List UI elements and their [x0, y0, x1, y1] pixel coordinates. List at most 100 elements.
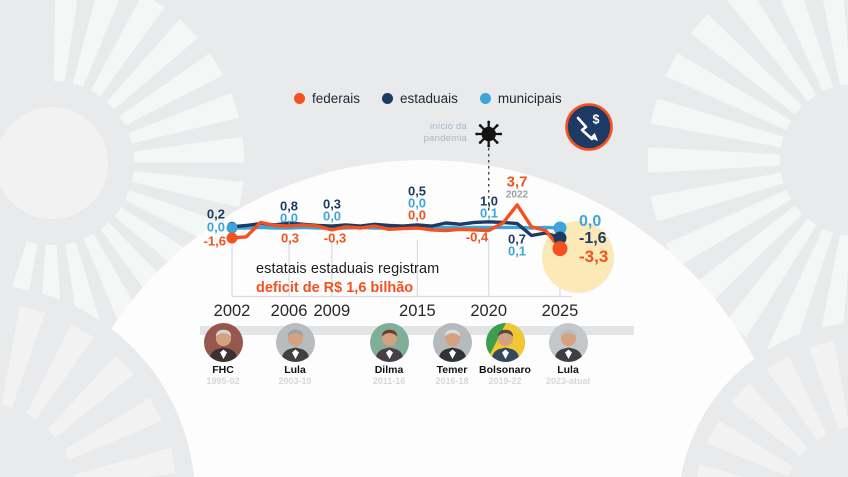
value-label: 0,3	[322, 196, 342, 212]
value-label: 2022	[505, 189, 529, 201]
sunburst-ray	[650, 172, 784, 222]
chart-caption: estatais estaduais registram deficit de …	[256, 261, 439, 296]
sunburst-ray	[731, 383, 808, 457]
president-dilma-2: Dilma 2011-16	[357, 323, 421, 386]
sunburst-ray	[74, 448, 176, 477]
corner-circle-right	[680, 322, 848, 477]
president-term: 2003-10	[278, 376, 312, 386]
value-label: -0,4	[465, 229, 489, 245]
decline-arrow	[576, 116, 594, 141]
dollar-sign: $	[593, 113, 600, 127]
legend-dot-municipais	[479, 93, 491, 104]
sunburst-ray	[822, 0, 848, 86]
value-label: 0,1	[479, 205, 499, 221]
sunburst-ray	[72, 0, 120, 87]
sunburst-ray	[808, 340, 848, 430]
president-term: 2011-16	[372, 376, 406, 386]
series-line-federais	[230, 203, 562, 251]
x-tick-label-2006: 2006	[270, 302, 308, 320]
value-label: 0,0	[279, 210, 299, 226]
sunburst-ray	[119, 53, 224, 126]
president-name: Dilma	[374, 364, 404, 376]
president-temer-3: Temer 2016-18	[420, 323, 484, 386]
value-label: 0,3	[280, 230, 300, 246]
sunburst-ray	[690, 13, 803, 115]
value-label: 0,0	[407, 195, 427, 211]
value-label: -1,6	[579, 230, 607, 247]
value-label: 0,1	[507, 243, 527, 259]
value-label: 0,0	[579, 213, 602, 230]
sunburst-ray	[697, 464, 744, 477]
sunburst-center	[0, 107, 108, 219]
value-label: -3,3	[579, 247, 609, 266]
caption-line-2: deficit de R$ 1,6 bilhão	[256, 279, 414, 296]
sunburst-ray	[766, 355, 827, 440]
chart-legend: federais estaduais municipais	[294, 91, 562, 106]
value-label: 0,0	[407, 207, 427, 223]
arrow-head	[589, 132, 598, 141]
sunburst-ray	[650, 98, 784, 148]
value-label: 3,7	[506, 173, 528, 191]
president-photo-temer	[432, 323, 472, 362]
value-label: -1,6	[203, 233, 226, 249]
president-name: Lula	[284, 364, 306, 376]
pandemic-annotation: início da pandemia	[375, 121, 467, 146]
sunburst-ray	[47, 355, 134, 438]
sunburst-ray	[128, 92, 239, 144]
value-label: 1,0	[479, 193, 499, 209]
pandemic-annotation-line2: pandemia	[423, 133, 467, 145]
president-photo-dilma	[369, 323, 409, 362]
president-name: Temer	[436, 364, 468, 376]
sunburst-ray	[132, 171, 244, 208]
x-tick-label-2009: 2009	[313, 302, 351, 320]
president-photo-lula	[275, 323, 315, 362]
president-lula-1: Lula 2003-10	[263, 323, 327, 386]
start-dot-municipais	[226, 222, 238, 234]
caption-line-1: estatais estaduais registram	[256, 261, 440, 277]
sunburst-ray	[780, 0, 834, 92]
president-name: Bolsonaro	[479, 364, 531, 376]
president-lula-5: Lula 2023-atual	[536, 323, 600, 386]
value-label: 0,5	[407, 183, 427, 199]
corner-circle-left	[0, 285, 194, 477]
legend-item-federais: federais	[294, 91, 360, 106]
legend-dot-estaduais	[382, 93, 394, 104]
value-label: 0,0	[206, 219, 225, 235]
money-decline-icon: $	[565, 103, 613, 151]
end-dot-estaduais	[553, 231, 567, 245]
sunburst-ray	[665, 52, 791, 130]
president-term: 2016-18	[435, 376, 469, 386]
legend-item-municipais: municipais	[479, 91, 562, 106]
sunburst-ray	[726, 0, 817, 102]
value-label: 0,8	[279, 198, 299, 214]
end-dot-federais	[552, 241, 568, 257]
value-label: 0,0	[322, 208, 342, 224]
president-term: 2019-22	[488, 376, 522, 386]
value-label: 0,2	[206, 206, 225, 222]
president-photo-bolsonaro	[485, 323, 525, 362]
coronavirus-icon	[475, 120, 503, 148]
timeline-band	[200, 326, 634, 335]
pandemic-annotation-line1: início da	[429, 121, 467, 132]
sunburst-ray	[767, 228, 834, 359]
end-dot-municipais	[553, 221, 567, 235]
sunburst-ray	[133, 136, 245, 163]
sunburst-ray	[26, 324, 94, 420]
sunburst-ray	[1, 306, 46, 408]
president-term: 1995-02	[206, 376, 240, 386]
sunburst-ray	[64, 397, 162, 460]
legend-label: municipais	[497, 91, 562, 106]
president-term: 2023-atual	[545, 376, 591, 386]
sunburst-ray	[665, 190, 791, 268]
x-tick-label-2002: 2002	[213, 302, 251, 320]
president-name: Lula	[557, 364, 579, 376]
president-photo-fhc	[203, 323, 243, 362]
legend-label: federais	[312, 91, 361, 106]
sunburst-ray	[690, 205, 803, 307]
x-tick-label-2020: 2020	[470, 302, 508, 320]
president-bolsonaro-4: Bolsonaro 2019-22	[473, 323, 537, 386]
president-photo-lula	[548, 323, 588, 362]
president-name: FHC	[212, 364, 234, 376]
value-label: 0,7	[507, 231, 527, 247]
